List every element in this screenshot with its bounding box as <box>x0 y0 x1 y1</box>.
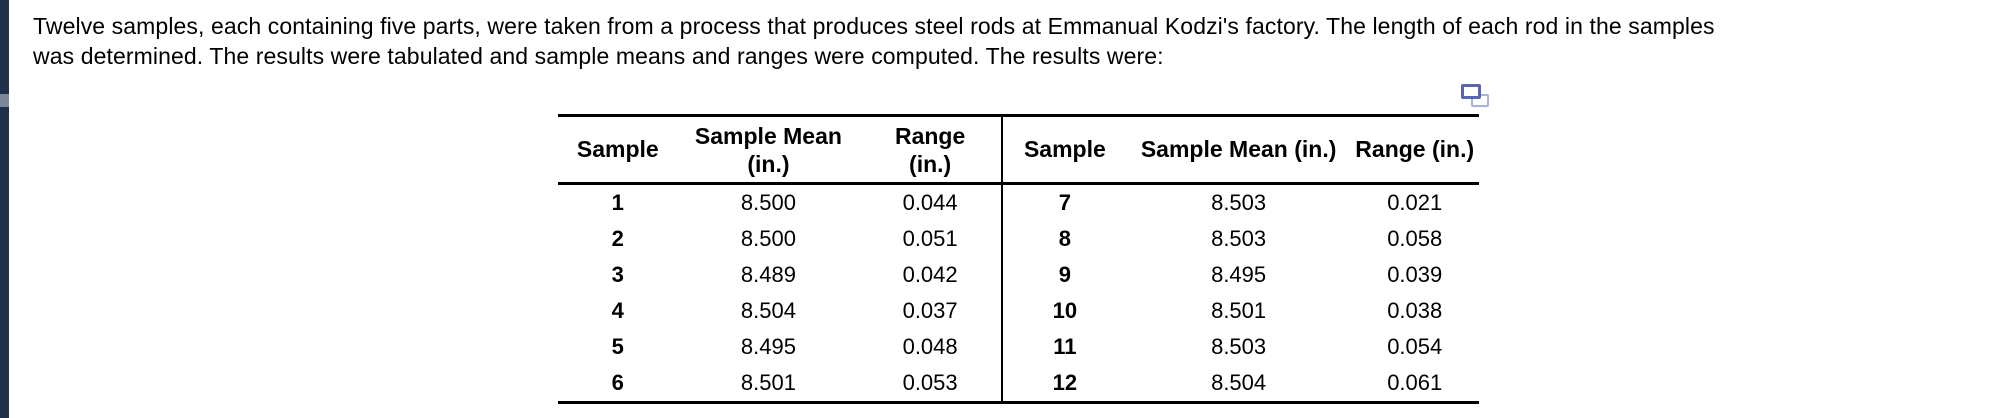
mean-cell: 8.501 <box>1211 298 1267 323</box>
sample-cell: 2 <box>611 226 624 251</box>
table-left-half: Sample Sample Mean (in.) Range (in.) 1 8… <box>558 117 1001 401</box>
table-right-half: Sample Sample Mean (in.) Range (in.) 7 8… <box>1001 117 1479 401</box>
header-sample-mean: Sample Mean (in.) <box>678 122 860 178</box>
table-row: 3 8.489 0.042 <box>558 257 1001 293</box>
sample-cell: 5 <box>611 334 624 359</box>
mean-cell: 8.489 <box>740 262 796 287</box>
range-cell: 0.051 <box>902 226 958 251</box>
table-row: 4 8.504 0.037 <box>558 293 1001 329</box>
table-row: 7 8.503 0.021 <box>1003 185 1479 221</box>
mean-cell: 8.503 <box>1211 190 1267 215</box>
mean-cell: 8.500 <box>740 226 796 251</box>
sample-cell: 7 <box>1058 190 1071 215</box>
mean-cell: 8.495 <box>740 334 796 359</box>
edge-notch <box>0 94 9 107</box>
window-edge-strip <box>0 0 9 418</box>
header-range: Range (in.) <box>1355 136 1475 162</box>
mean-cell: 8.501 <box>740 370 796 395</box>
table-row: 2 8.500 0.051 <box>558 221 1001 257</box>
sample-cell: 11 <box>1053 334 1077 359</box>
sample-cell: 8 <box>1058 226 1071 251</box>
problem-statement-line2: was determined. The results were tabulat… <box>33 43 1164 69</box>
mean-cell: 8.495 <box>1211 262 1267 287</box>
range-cell: 0.054 <box>1387 334 1443 359</box>
sample-cell: 3 <box>611 262 624 287</box>
sample-cell: 1 <box>611 190 624 215</box>
sample-cell: 4 <box>611 298 624 323</box>
range-cell: 0.044 <box>902 190 958 215</box>
range-cell: 0.053 <box>902 370 958 395</box>
sample-cell: 12 <box>1052 370 1078 395</box>
header-range-line2: (in.) <box>909 150 952 177</box>
sample-cell: 6 <box>611 370 624 395</box>
range-cell: 0.038 <box>1387 298 1443 323</box>
header-sample: Sample <box>576 136 659 162</box>
problem-statement-line1: Twelve samples, each containing five par… <box>33 13 1715 39</box>
range-cell: 0.037 <box>902 298 958 323</box>
table-row: 1 8.500 0.044 <box>558 185 1001 221</box>
header-sample-mean: Sample Mean (in.) <box>1140 136 1337 162</box>
mean-cell: 8.504 <box>1211 370 1267 395</box>
results-table: Sample Sample Mean (in.) Range (in.) 1 8… <box>558 114 1479 404</box>
problem-statement: Twelve samples, each containing five par… <box>33 11 1715 71</box>
range-cell: 0.048 <box>902 334 958 359</box>
mean-cell: 8.503 <box>1211 226 1267 251</box>
table-row: 12 8.504 0.061 <box>1003 365 1479 401</box>
table-row: 10 8.501 0.038 <box>1003 293 1479 329</box>
range-cell: 0.058 <box>1387 226 1443 251</box>
mean-cell: 8.504 <box>740 298 796 323</box>
table-header-row: Sample Sample Mean (in.) Range (in.) <box>558 117 1001 185</box>
mean-cell: 8.503 <box>1211 334 1267 359</box>
header-range-line1: Range <box>894 122 966 149</box>
copy-icon-front-rect <box>1461 84 1481 99</box>
header-sample-mean-line2: (in.) <box>747 150 790 177</box>
table-row: 9 8.495 0.039 <box>1003 257 1479 293</box>
header-sample-mean-line1: Sample Mean <box>694 122 842 149</box>
copy-icon[interactable] <box>1461 84 1490 110</box>
header-range: Range (in.) <box>859 122 1001 178</box>
range-cell: 0.021 <box>1387 190 1443 215</box>
range-cell: 0.061 <box>1387 370 1443 395</box>
sample-cell: 9 <box>1058 262 1071 287</box>
table-row: 6 8.501 0.053 <box>558 365 1001 401</box>
table-header-row: Sample Sample Mean (in.) Range (in.) <box>1003 117 1479 185</box>
range-cell: 0.039 <box>1387 262 1443 287</box>
sample-cell: 10 <box>1052 298 1078 323</box>
range-cell: 0.042 <box>902 262 958 287</box>
table-row: 5 8.495 0.048 <box>558 329 1001 365</box>
mean-cell: 8.500 <box>740 190 796 215</box>
table-row: 11 8.503 0.054 <box>1003 329 1479 365</box>
table-row: 8 8.503 0.058 <box>1003 221 1479 257</box>
header-sample: Sample <box>1023 136 1106 162</box>
